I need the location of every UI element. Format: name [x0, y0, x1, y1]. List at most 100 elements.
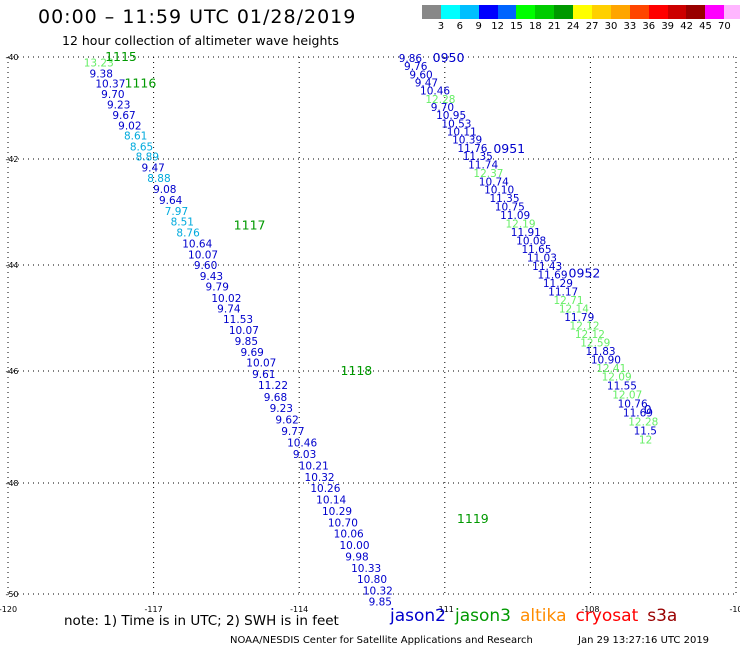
- swh-value-label: 11.69: [537, 270, 567, 282]
- swh-value-label: 12.41: [596, 363, 626, 375]
- color-scale-label: 27: [585, 21, 599, 32]
- swh-value-label: 11.35: [489, 193, 519, 205]
- credit-text: NOAA/NESDIS Center for Satellite Applica…: [230, 635, 533, 646]
- swh-value-label: 12.12: [575, 329, 605, 341]
- swh-value-label: 10.80: [357, 574, 387, 586]
- swh-value-label: 10.64: [182, 238, 212, 250]
- swh-value-label: 9.68: [264, 392, 287, 404]
- time-label: 0: [644, 402, 652, 417]
- satellite-legend-item: s3a: [647, 606, 678, 626]
- swh-value-label: 9.85: [369, 597, 392, 609]
- color-swatch: [610, 5, 630, 19]
- color-swatch: [667, 5, 687, 19]
- color-swatch: [497, 5, 517, 19]
- color-swatch: [705, 5, 725, 19]
- swh-value-label: 10.46: [420, 86, 450, 98]
- x-tick-label: -117: [145, 605, 163, 614]
- swh-value-label: 7.97: [165, 206, 188, 218]
- color-scale-label: 18: [529, 21, 542, 32]
- swh-value-label: 10.39: [452, 135, 482, 147]
- swh-value-label: 10.37: [95, 79, 125, 91]
- color-scale-label: 6: [456, 21, 463, 32]
- swh-value-label: 11.17: [548, 287, 578, 299]
- swh-value-label: 11.5: [634, 425, 657, 437]
- x-tick-label: -111: [436, 605, 454, 614]
- swh-value-label: 9.74: [217, 303, 241, 315]
- swh-value-label: 10.11: [447, 126, 477, 138]
- y-tick-label: -50: [5, 590, 18, 599]
- swh-value-label: 8.89: [136, 151, 159, 163]
- swh-value-label: 11.91: [511, 227, 541, 239]
- color-scale-bar: [422, 5, 740, 19]
- swh-value-label: 9.79: [206, 282, 229, 294]
- color-swatch: [629, 5, 649, 19]
- satellite-legend-item: cryosat: [575, 606, 639, 626]
- swh-value-label: 9.23: [107, 99, 130, 111]
- time-label: 0951: [493, 141, 525, 156]
- swh-value-label: 11.53: [223, 314, 253, 326]
- swh-value-label: 10.26: [310, 483, 340, 495]
- swh-value-label: 11.69: [623, 407, 653, 419]
- swh-value-label: 12.59: [580, 337, 610, 349]
- swh-value-label: 9.64: [159, 195, 183, 207]
- y-tick-label: -48: [5, 479, 18, 488]
- color-scale-label: 70: [718, 21, 731, 32]
- time-label: 0952: [569, 265, 601, 280]
- color-scale-label: 45: [699, 21, 712, 32]
- y-tick-label: -42: [5, 155, 18, 164]
- swh-value-label: 12.09: [602, 372, 632, 384]
- time-label: 1115: [105, 49, 137, 64]
- swh-value-label: 13.23: [84, 58, 114, 70]
- swh-value-label: 10.32: [363, 586, 393, 598]
- swh-value-label: 9.60: [409, 69, 432, 81]
- y-tick-label: -40: [5, 53, 18, 62]
- swh-value-label: 10.33: [351, 563, 381, 575]
- swh-value-label: 10.14: [316, 495, 346, 507]
- swh-value-label: 9.02: [118, 120, 141, 132]
- swh-value-label: 10.06: [334, 529, 364, 541]
- swh-value-label: 9.38: [90, 68, 113, 80]
- y-tick-label: -44: [5, 261, 18, 270]
- swh-value-label: 9.98: [345, 551, 368, 563]
- swh-value-label: 10.75: [495, 202, 525, 214]
- satellite-legend-item: jason2: [390, 606, 446, 626]
- color-swatch: [724, 5, 740, 19]
- swh-value-label: 8.88: [147, 173, 170, 185]
- color-scale-label: 9: [475, 21, 482, 32]
- swh-value-label: 8.61: [124, 131, 147, 143]
- color-swatch: [478, 5, 498, 19]
- swh-value-label: 10.76: [618, 398, 648, 410]
- footer-note: note: 1) Time is in UTC; 2) SWH is in fe…: [64, 613, 339, 629]
- swh-value-label: 9.47: [141, 162, 164, 174]
- x-tick-label: -10: [729, 605, 740, 614]
- color-scale-label: 39: [661, 21, 675, 32]
- color-scale-label: 36: [642, 21, 656, 32]
- color-scale-label: 30: [604, 21, 618, 32]
- color-scale-label: 3: [437, 21, 445, 32]
- swh-value-label: 12.12: [570, 320, 600, 332]
- swh-value-label: 12.07: [612, 390, 642, 402]
- color-swatch: [554, 5, 574, 19]
- swh-value-label: 9.69: [240, 347, 263, 359]
- chart-subtitle: 12 hour collection of altimeter wave hei…: [62, 33, 339, 48]
- swh-value-label: 8.76: [176, 228, 200, 240]
- time-label: 1119: [457, 511, 489, 526]
- swh-value-label: 10.00: [339, 540, 369, 552]
- swh-value-label: 10.29: [322, 506, 352, 518]
- swh-value-label: 11.76: [457, 143, 487, 155]
- swh-value-label: 10.07: [188, 249, 218, 261]
- swh-value-label: 12.28: [628, 416, 658, 428]
- swh-value-label: 12.19: [505, 219, 535, 231]
- swh-value-label: 9.61: [252, 369, 275, 381]
- color-swatch: [535, 5, 555, 19]
- time-label: 0950: [433, 50, 465, 65]
- satellite-legend-item: jason3: [455, 606, 511, 626]
- swh-value-label: 11.29: [543, 278, 573, 290]
- swh-value-label: 9.62: [275, 415, 298, 427]
- swh-value-label: 11.35: [463, 151, 493, 163]
- swh-value-label: 9.70: [431, 102, 454, 114]
- swh-value-label: 10.21: [299, 461, 329, 473]
- color-swatch: [440, 5, 460, 19]
- swh-value-label: 9.70: [101, 89, 124, 101]
- swh-value-label: 11.74: [468, 159, 498, 171]
